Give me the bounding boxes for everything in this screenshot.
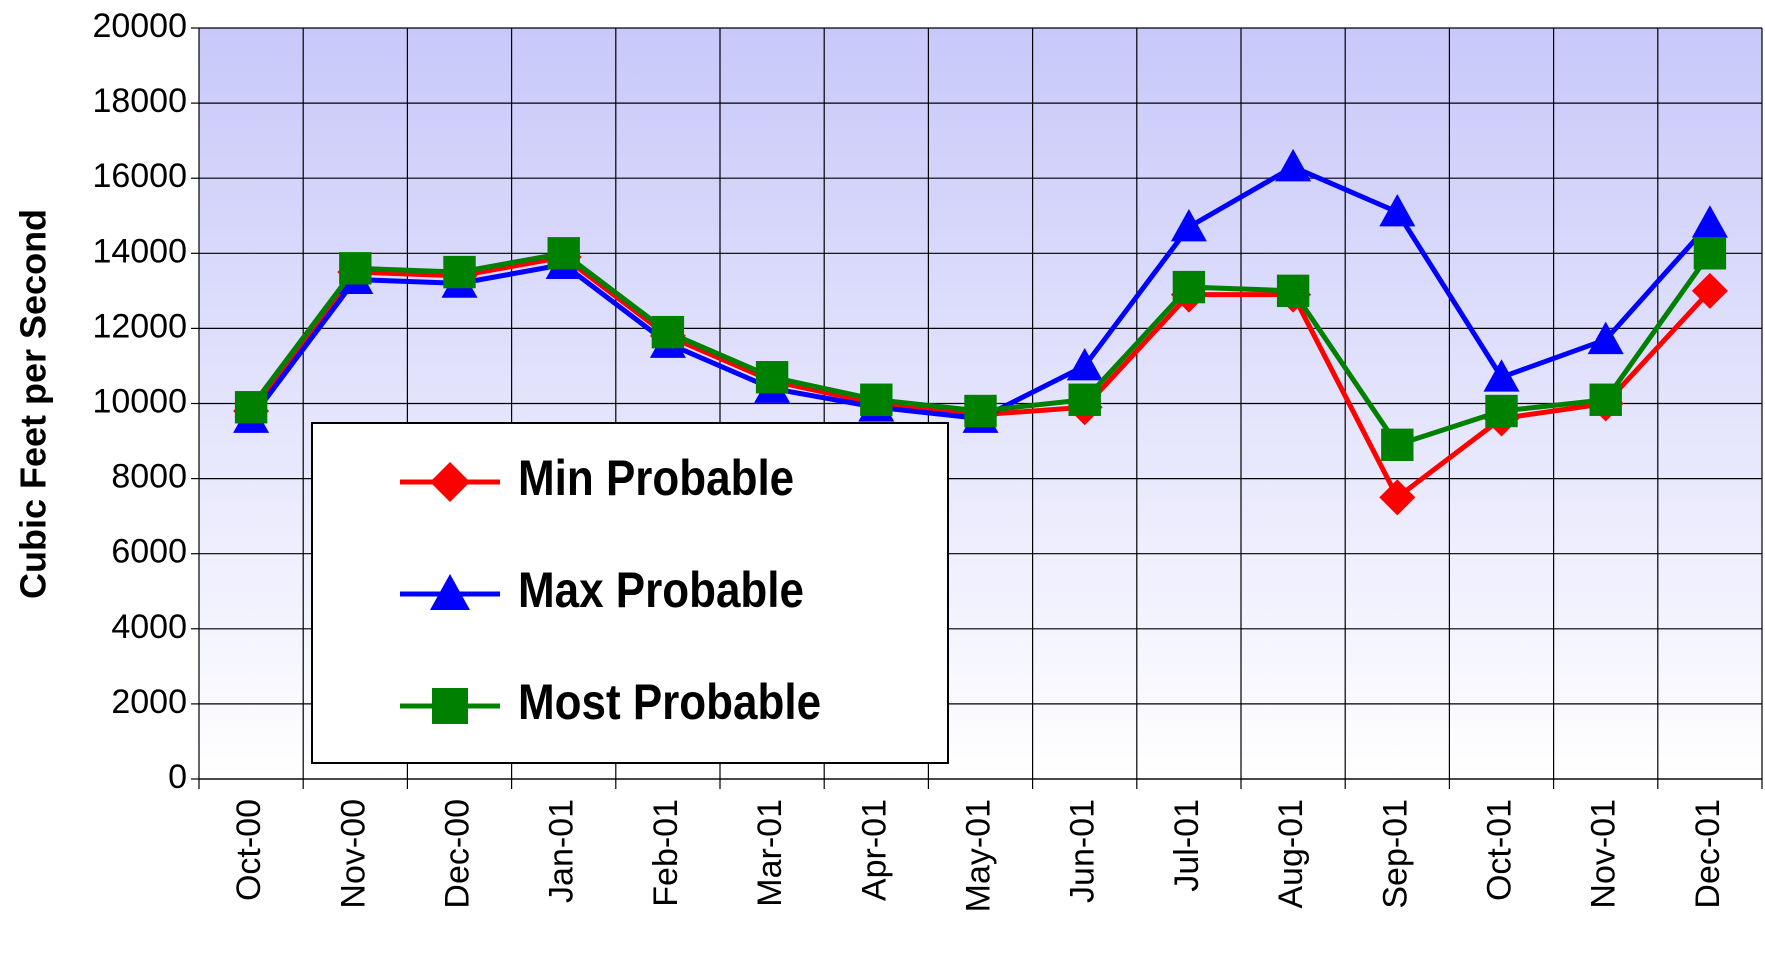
y-tick-label: 14000 [92, 232, 187, 270]
y-tick-label: 16000 [92, 157, 187, 195]
y-tick-label: 8000 [111, 458, 187, 496]
marker [1587, 321, 1624, 355]
x-tick-label: Aug-01 [1272, 799, 1310, 909]
y-tick-label: 2000 [111, 683, 187, 721]
marker [430, 462, 470, 502]
y-tick-label: 4000 [111, 608, 187, 646]
y-tick-label: 0 [168, 758, 187, 796]
marker [1379, 479, 1416, 516]
marker [443, 255, 476, 289]
marker [1691, 272, 1728, 309]
legend-label: Max Probable [518, 562, 804, 618]
y-tick-label: 12000 [92, 307, 187, 345]
marker [1172, 270, 1206, 304]
marker [1589, 383, 1622, 416]
marker [651, 315, 685, 349]
x-tick-label: Mar-01 [751, 799, 789, 907]
marker [339, 252, 372, 285]
marker [860, 383, 893, 416]
x-tick-label: Jun-01 [1064, 799, 1102, 903]
x-tick-label: Nov-01 [1585, 799, 1623, 909]
marker [1483, 359, 1520, 392]
marker [755, 361, 789, 394]
marker [1066, 347, 1103, 381]
x-tick-label: Oct-00 [230, 799, 268, 901]
x-tick-label: Oct-01 [1480, 799, 1518, 901]
marker [1693, 237, 1727, 270]
marker [1379, 193, 1416, 227]
x-tick-label: Dec-00 [438, 799, 476, 909]
marker [1170, 209, 1207, 242]
marker [1485, 394, 1518, 428]
marker [1068, 383, 1101, 416]
marker [1276, 274, 1310, 308]
marker [1691, 205, 1728, 238]
x-tick-label: Jul-01 [1168, 799, 1206, 892]
marker [1381, 428, 1414, 462]
x-tick-label: Feb-01 [647, 799, 685, 907]
x-tick-label: Jan-01 [543, 799, 581, 903]
x-tick-label: Apr-01 [855, 799, 893, 901]
x-tick-label: May-01 [959, 799, 997, 912]
marker [430, 574, 470, 610]
marker [547, 237, 580, 270]
legend: Min Probable Max Probable Most Probable [311, 422, 949, 764]
y-axis-label: Cubic Feet per Second [13, 209, 54, 599]
marker [234, 391, 268, 424]
x-tick-label: Sep-01 [1376, 799, 1414, 909]
legend-label: Min Probable [518, 450, 794, 506]
y-tick-label: 6000 [111, 533, 187, 571]
marker [1275, 148, 1312, 182]
marker [964, 394, 997, 428]
marks [233, 148, 1728, 516]
x-tick-label: Dec-01 [1689, 799, 1727, 909]
legend-label: Most Probable [518, 674, 821, 730]
x-tick-label: Nov-00 [334, 799, 372, 909]
marker [432, 688, 468, 724]
y-tick-label: 10000 [92, 382, 187, 420]
y-tick-label: 18000 [92, 82, 187, 120]
y-tick-label: 20000 [92, 7, 187, 45]
